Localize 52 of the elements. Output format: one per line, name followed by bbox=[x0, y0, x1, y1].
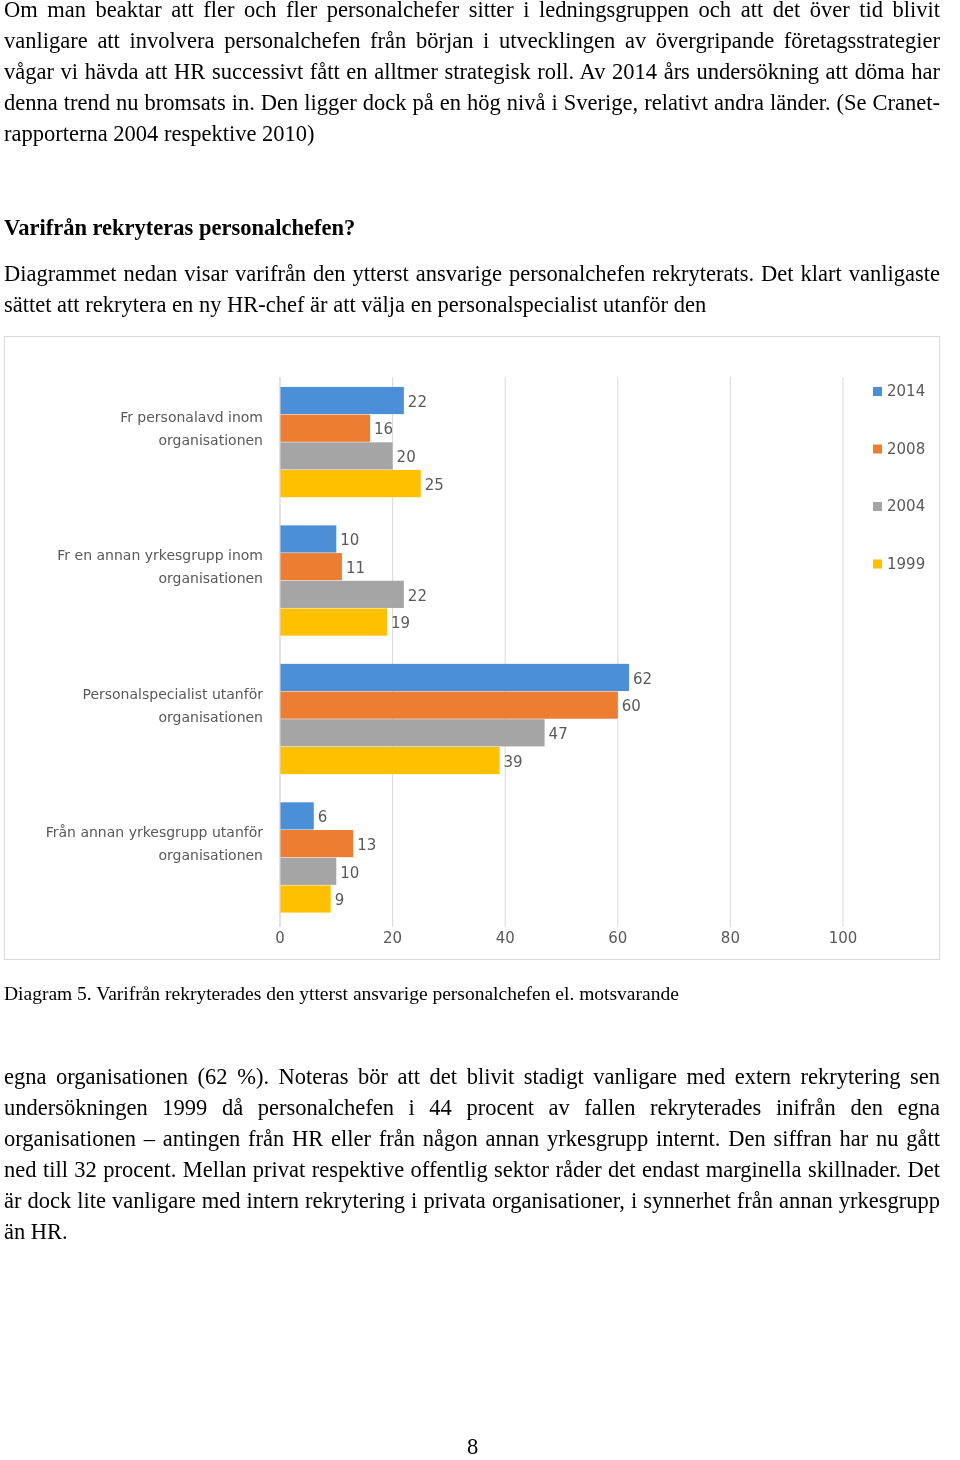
text: Varifrån rekryteras personalchefen? bbox=[4, 214, 357, 242]
data-label: 60 bbox=[621, 697, 641, 716]
y-tick-label: Från annan yrkesgrupp utanför organisationen bbox=[45, 824, 264, 864]
data-label: 22 bbox=[407, 392, 427, 411]
bar bbox=[280, 553, 342, 581]
bar bbox=[280, 608, 387, 636]
y-tick-label: Fr personalavd inom organisationen bbox=[120, 408, 263, 448]
data-label: 9 bbox=[334, 891, 345, 910]
data-label: 16 bbox=[374, 420, 394, 439]
x-tick-label: 60 bbox=[608, 929, 628, 947]
legend-label: 2004 bbox=[887, 497, 926, 515]
data-label: 22 bbox=[407, 586, 427, 605]
text: egna organisationen (62 %). Noteras bör att det blivit stadigt vanligare med extern rekrytering sen undersökningen 1999 då personalchefen i 44 procent av fallen rekryterades inifrån den egna organisationen – antingen från HR eller från någon annan yrkesgrupp internt. Den siffran har nu gått ned till 32 procent. Mellan privat respektive offentlig sektor råder det endast marginella skillnader. Det är dock lite vanligare med intern rekrytering i privata organisationer, i synnerhet från annan yrkesgrupp än HR. bbox=[4, 1063, 940, 1246]
data-label: 10 bbox=[340, 863, 360, 882]
text: Diagram 5. Varifrån rekryterades den ytterst ansvarige personalchefen el. motsvarande bbox=[4, 982, 680, 1006]
bar bbox=[280, 525, 337, 553]
bar bbox=[280, 663, 630, 692]
data-label: 6 bbox=[317, 808, 328, 827]
x-tick-label: 80 bbox=[720, 929, 740, 947]
text: Om man beaktar att fler och fler personalchefer sitter i ledningsgruppen och att det över tid blivit vanligare att involvera personalchefen från början i utvecklingen av övergripande företagsstrategier vågar vi hävda att HR successivt fått en alltmer strategisk roll. Av 2014 års undersökning att döma har denna trend nu bromsats in. Den ligger dock på en hög nivå i Sverige, relativt andra länder. (Se Cranet-rapporterna 2004 respektive 2010) bbox=[4, 0, 940, 148]
bar bbox=[280, 442, 393, 470]
bar bbox=[280, 691, 618, 719]
y-tick-label: Fr en annan yrkesgrupp inom organisationen bbox=[57, 547, 263, 587]
text: 8 bbox=[465, 1434, 480, 1460]
x-tick-label: 20 bbox=[383, 929, 403, 947]
legend-label: 1999 bbox=[887, 554, 926, 573]
data-label: 20 bbox=[396, 448, 416, 467]
x-tick-label: 0 bbox=[275, 929, 285, 947]
bar bbox=[280, 414, 371, 442]
data-label: 62 bbox=[633, 669, 653, 688]
x-tick-label: 100 bbox=[828, 929, 858, 947]
x-tick-label: 40 bbox=[495, 929, 515, 947]
legend-label: 2014 bbox=[887, 382, 926, 400]
bar bbox=[280, 830, 354, 858]
data-label: 11 bbox=[345, 558, 366, 577]
bar bbox=[280, 746, 500, 775]
bar bbox=[280, 857, 337, 885]
bar bbox=[280, 386, 404, 415]
data-label: 39 bbox=[503, 752, 523, 771]
bar bbox=[280, 580, 404, 608]
bar bbox=[280, 802, 314, 830]
legend-label: 2008 bbox=[887, 439, 926, 458]
data-label: 10 bbox=[340, 531, 360, 550]
text: Diagrammet nedan visar varifrån den ytterst ansvarige personalchefen rekryterats. Det klart vanligaste sättet att rekrytera en ny HR-chef är att välja en personalspecialist utanför den bbox=[4, 260, 940, 319]
data-label: 13 bbox=[357, 835, 377, 854]
bar bbox=[280, 719, 545, 747]
data-label: 25 bbox=[424, 475, 444, 494]
data-label: 47 bbox=[548, 725, 568, 744]
y-tick-label: Personalspecialist utanför organisationen bbox=[82, 685, 264, 725]
bar bbox=[280, 885, 331, 913]
data-label: 19 bbox=[390, 614, 411, 633]
bar bbox=[280, 470, 421, 498]
